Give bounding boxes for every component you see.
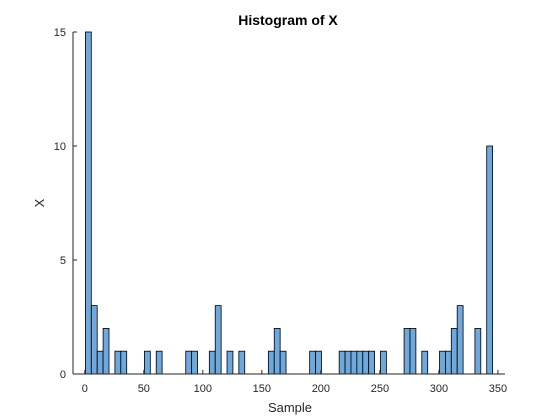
histogram-bar bbox=[380, 350, 387, 375]
histogram-bar bbox=[344, 350, 352, 375]
x-tick-label: 150 bbox=[253, 383, 271, 395]
y-tick-label: 5 bbox=[60, 255, 66, 267]
histogram-bar bbox=[185, 350, 193, 375]
histogram-bar bbox=[114, 350, 122, 375]
histogram-bar bbox=[439, 350, 446, 375]
histogram-bar bbox=[120, 350, 128, 375]
x-tick-label: 350 bbox=[489, 383, 507, 395]
histogram-bar bbox=[474, 327, 482, 375]
x-axis-label: Sample bbox=[268, 400, 312, 415]
x-tick-label: 50 bbox=[138, 383, 150, 395]
chart-title: Histogram of X bbox=[238, 12, 338, 28]
histogram-bar bbox=[338, 350, 346, 375]
histogram-bar bbox=[279, 350, 287, 375]
histogram-bar bbox=[403, 327, 411, 375]
histogram-bar bbox=[208, 350, 216, 375]
histogram-bar bbox=[267, 350, 275, 375]
histogram-bar bbox=[409, 327, 417, 375]
histogram-bar bbox=[362, 350, 370, 375]
histogram-bar bbox=[273, 327, 281, 375]
x-tick-label: 200 bbox=[312, 383, 330, 395]
axes-group: 0 50 100 150 200 250 300 350 0 5 10 15 bbox=[54, 27, 507, 395]
y-tick-label: 15 bbox=[54, 27, 66, 39]
histogram-bar bbox=[102, 327, 110, 375]
histogram-bar bbox=[309, 350, 316, 375]
histogram-bar bbox=[368, 350, 375, 375]
histogram-bar bbox=[84, 31, 92, 375]
histogram-bar bbox=[238, 350, 246, 375]
bars-group bbox=[84, 31, 494, 375]
histogram-bar bbox=[450, 327, 458, 375]
histogram-bar bbox=[486, 145, 494, 375]
histogram-bar bbox=[191, 350, 198, 375]
histogram-bar bbox=[356, 350, 364, 375]
x-tick-label: 300 bbox=[430, 383, 448, 395]
x-tick-label: 250 bbox=[371, 383, 389, 395]
y-tick-label: 10 bbox=[54, 141, 66, 153]
histogram-bar bbox=[90, 305, 98, 375]
histogram-bar bbox=[444, 350, 452, 375]
histogram-bar bbox=[214, 305, 222, 375]
histogram-bar bbox=[350, 350, 358, 375]
histogram-bar bbox=[456, 305, 464, 375]
y-tick-label: 0 bbox=[60, 369, 66, 381]
y-axis-label: X bbox=[32, 198, 47, 207]
histogram-bar bbox=[96, 350, 104, 375]
x-tick-label: 0 bbox=[82, 383, 88, 395]
histogram-bar bbox=[155, 350, 163, 375]
x-tick-label: 100 bbox=[194, 383, 212, 395]
histogram-bar bbox=[226, 350, 234, 375]
histogram-bar bbox=[421, 350, 429, 375]
histogram-bar bbox=[144, 350, 151, 375]
